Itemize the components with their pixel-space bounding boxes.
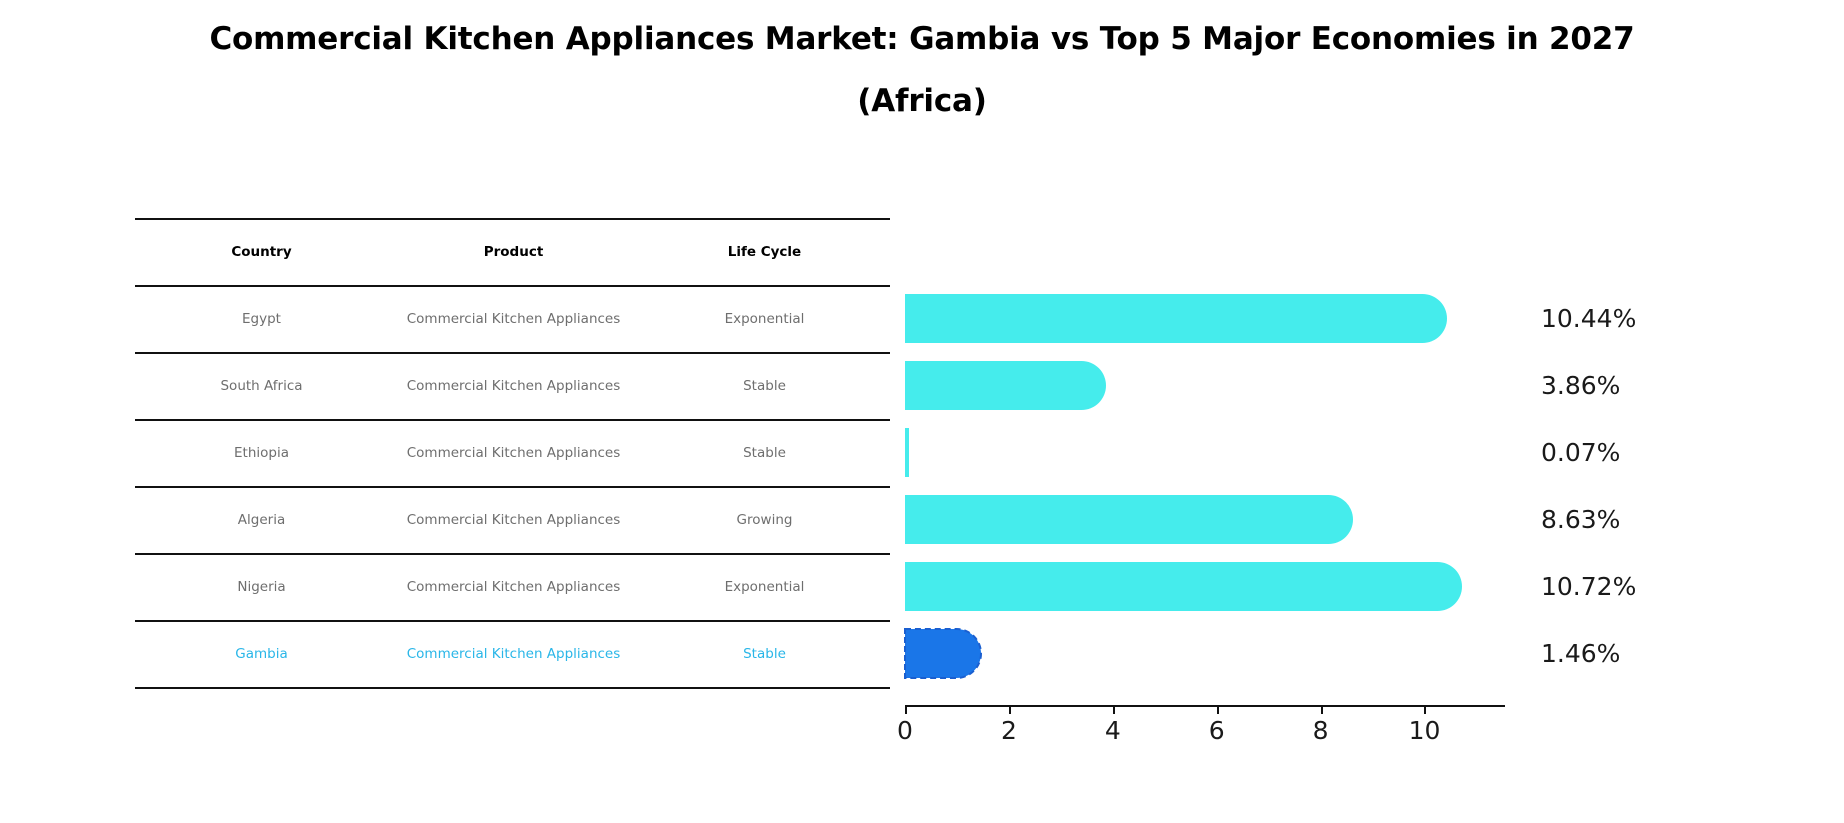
cell-country: South Africa (220, 377, 303, 394)
bar-gambia[interactable] (904, 628, 982, 679)
table-header-row: Country Product Life Cycle (135, 218, 890, 285)
x-axis-tick (1424, 705, 1427, 714)
bar-value-label: 10.72% (1541, 572, 1637, 601)
chart-title-line-1: Commercial Kitchen Appliances Market: Ga… (209, 21, 1635, 57)
bar-value-label: 8.63% (1541, 505, 1621, 534)
cell-product: Commercial Kitchen Appliances (406, 377, 621, 394)
bar-row: 0.07% (905, 419, 1620, 486)
table-row[interactable]: Egypt Commercial Kitchen Appliances Expone… (135, 285, 890, 352)
country-table: Country Product Life Cycle Egypt Commercial … (135, 218, 890, 705)
bar-row: 3.86% (905, 352, 1620, 419)
cell-product: Commercial Kitchen Appliances (406, 310, 621, 327)
bar-nigeria[interactable] (905, 562, 1462, 611)
bar-algeria[interactable] (905, 495, 1354, 544)
bar-value-label: 3.86% (1541, 371, 1621, 400)
table-top-rule (135, 218, 890, 220)
bar-chart-plot: 10.44% 3.86% 0.07% 8.63% 10.72% 1.46% (904, 218, 1636, 705)
x-axis: 0 2 4 6 8 10 (897, 705, 1505, 765)
table-header-rule (135, 285, 890, 287)
bar-value-label: 10.44% (1541, 304, 1637, 333)
cell-life-cycle: Growing (736, 511, 793, 528)
table-row-rule (135, 352, 890, 354)
bar-value-label: 0.07% (1541, 438, 1621, 467)
cell-product: Commercial Kitchen Appliances (406, 444, 621, 461)
column-header-country: Country (231, 243, 292, 260)
chart-title: Commercial Kitchen Appliances Market: Ga… (0, 8, 1844, 132)
cell-product: Commercial Kitchen Appliances (406, 511, 621, 528)
x-axis-tick (1216, 705, 1219, 714)
cell-life-cycle: Exponential (724, 310, 805, 327)
table-row[interactable]: South Africa Commercial Kitchen Appliance… (135, 352, 890, 419)
x-axis-tick (905, 705, 907, 714)
table-row-rule (135, 620, 890, 622)
bar-row: 10.44% (905, 285, 1636, 352)
bar-value-label: 1.46% (1541, 639, 1621, 668)
x-axis-tick-label: 8 (1312, 716, 1329, 745)
table-row[interactable]: Nigeria Commercial Kitchen Appliances Expo… (135, 553, 890, 620)
x-axis-tick (1112, 705, 1115, 714)
cell-life-cycle: Stable (743, 377, 786, 394)
x-axis-tick-label: 2 (1000, 716, 1017, 745)
cell-country: Nigeria (237, 578, 286, 595)
cell-life-cycle: Stable (743, 444, 786, 461)
table-row[interactable]: Gambia Commercial Kitchen Appliances Stabl… (135, 620, 890, 687)
bar-egypt[interactable] (905, 294, 1448, 343)
x-axis-tick-label: 4 (1104, 716, 1121, 745)
cell-country: Ethiopia (234, 444, 289, 461)
bar-ethiopia[interactable] (905, 428, 909, 477)
cell-life-cycle: Stable (743, 645, 786, 662)
chart-title-line-2: (Africa) (857, 83, 987, 119)
cell-country: Gambia (235, 645, 288, 662)
bar-south-africa[interactable] (905, 361, 1106, 410)
x-axis-line (905, 705, 1505, 707)
cell-life-cycle: Exponential (724, 578, 805, 595)
cell-country: Algeria (237, 511, 286, 528)
table-row-rule (135, 486, 890, 488)
x-axis-tick (1008, 705, 1011, 714)
table-row[interactable]: Algeria Commercial Kitchen Appliances Grow… (135, 486, 890, 553)
x-axis-tick-label: 10 (1408, 716, 1441, 745)
table-row-rule (135, 419, 890, 421)
bar-row: 1.46% (904, 620, 1620, 687)
bar-row: 10.72% (905, 553, 1636, 620)
table-row-rule (135, 553, 890, 555)
x-axis-tick-label: 6 (1208, 716, 1225, 745)
bar-row: 8.63% (905, 486, 1620, 553)
cell-product: Commercial Kitchen Appliances (406, 645, 621, 662)
cell-country: Egypt (242, 310, 281, 327)
column-header-product: Product (483, 243, 544, 260)
x-axis-tick (1320, 705, 1323, 714)
table-row[interactable]: Ethiopia Commercial Kitchen Appliances Sta… (135, 419, 890, 486)
x-axis-tick-label: 0 (897, 716, 913, 745)
table-row-rule (135, 687, 890, 689)
cell-product: Commercial Kitchen Appliances (406, 578, 621, 595)
column-header-life-cycle: Life Cycle (727, 243, 802, 260)
